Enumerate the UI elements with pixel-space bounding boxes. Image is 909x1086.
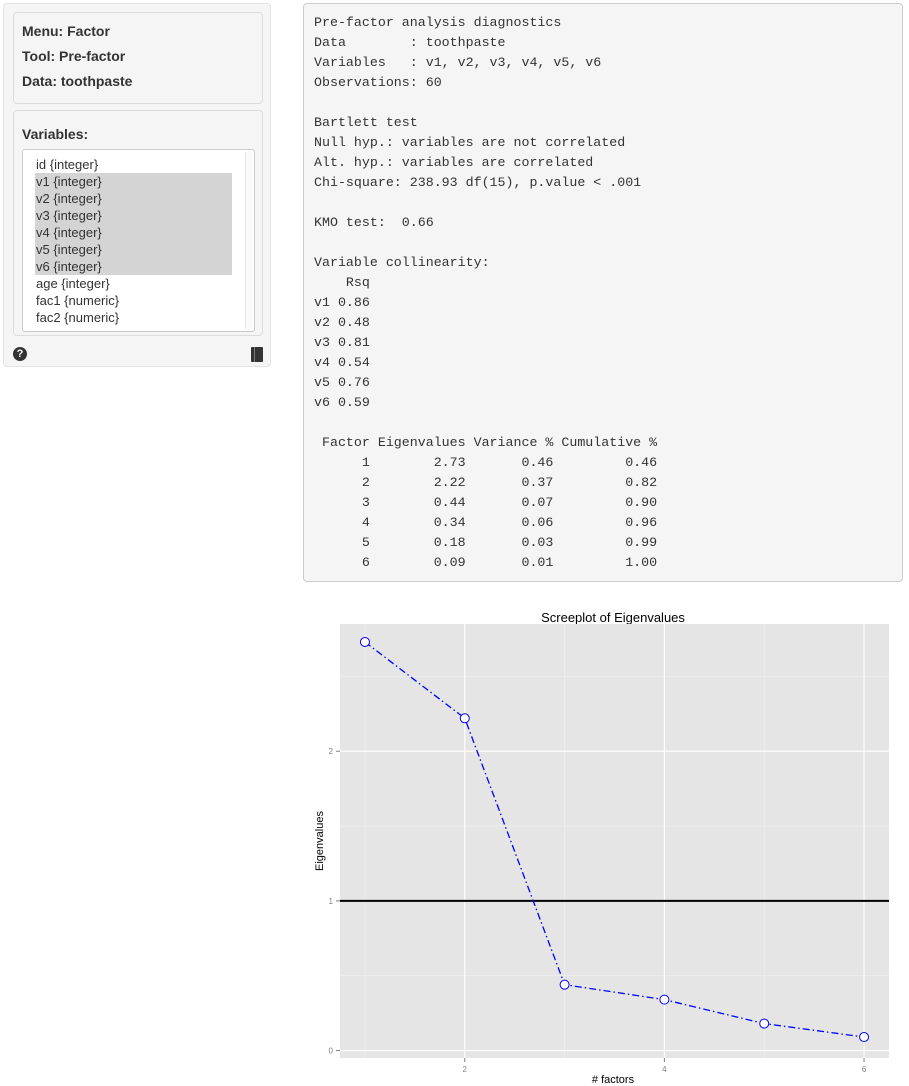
x-tick-label: 2 xyxy=(463,1065,468,1074)
y-axis-label: Eigenvalues xyxy=(314,811,326,871)
y-tick-label: 1 xyxy=(329,897,334,906)
x-tick-label: 4 xyxy=(662,1065,667,1074)
variable-option[interactable]: v5 {integer} xyxy=(35,241,232,258)
eigenvalue-point xyxy=(359,636,370,647)
x-axis-label: # factors xyxy=(592,1074,635,1086)
variable-option[interactable]: v2 {integer} xyxy=(35,190,232,207)
output-panel: Pre-factor analysis diagnostics Data : t… xyxy=(303,3,903,582)
eigenvalue-point xyxy=(759,1018,770,1029)
question-circle-icon[interactable]: ? xyxy=(13,347,27,361)
data-label: Data: toothpaste xyxy=(22,73,133,89)
variable-option[interactable]: v6 {integer} xyxy=(35,258,232,275)
eigenvalue-point xyxy=(859,1032,870,1043)
variables-scrollbar[interactable] xyxy=(245,152,253,329)
eigenvalue-series-line xyxy=(364,641,865,1038)
variable-option[interactable]: v3 {integer} xyxy=(35,207,232,224)
book-icon[interactable] xyxy=(251,347,263,362)
sidebar-panel: Menu: Factor Tool: Pre-factor Data: toot… xyxy=(3,3,271,367)
variable-option[interactable]: v4 {integer} xyxy=(35,224,232,241)
variable-option[interactable]: fac1 {numeric} xyxy=(36,293,120,308)
screeplot-chart: Screeplot of Eigenvalues 2 4 6 0 1 2 # facto… xyxy=(314,610,889,1086)
eigenvalue-point xyxy=(459,713,470,724)
y-tick-label: 2 xyxy=(329,747,334,756)
variable-option[interactable]: id {integer} xyxy=(36,157,99,172)
chart-title: Screeplot of Eigenvalues xyxy=(541,610,685,625)
x-tick-label: 6 xyxy=(862,1065,867,1074)
menu-label: Menu: Factor xyxy=(22,23,110,39)
variables-select[interactable]: id {integer} v1 {integer} v2 {integer} v3 {… xyxy=(22,149,255,332)
y-tick-label: 0 xyxy=(329,1047,334,1056)
variables-panel: Variables: id {integer} v1 {integer} v2 {i… xyxy=(13,110,263,336)
plot-panel xyxy=(340,624,889,1058)
analysis-info: Menu: Factor Tool: Pre-factor Data: toot… xyxy=(13,12,263,104)
eigenvalue-point xyxy=(559,979,570,990)
tool-label: Tool: Pre-factor xyxy=(22,48,126,64)
variables-label: Variables: xyxy=(22,126,89,142)
variable-option[interactable]: age {integer} xyxy=(36,276,110,291)
variable-option[interactable]: v1 {integer} xyxy=(35,173,232,190)
variable-option[interactable]: fac2 {numeric} xyxy=(36,310,120,325)
eigenvalue-point xyxy=(659,994,670,1005)
